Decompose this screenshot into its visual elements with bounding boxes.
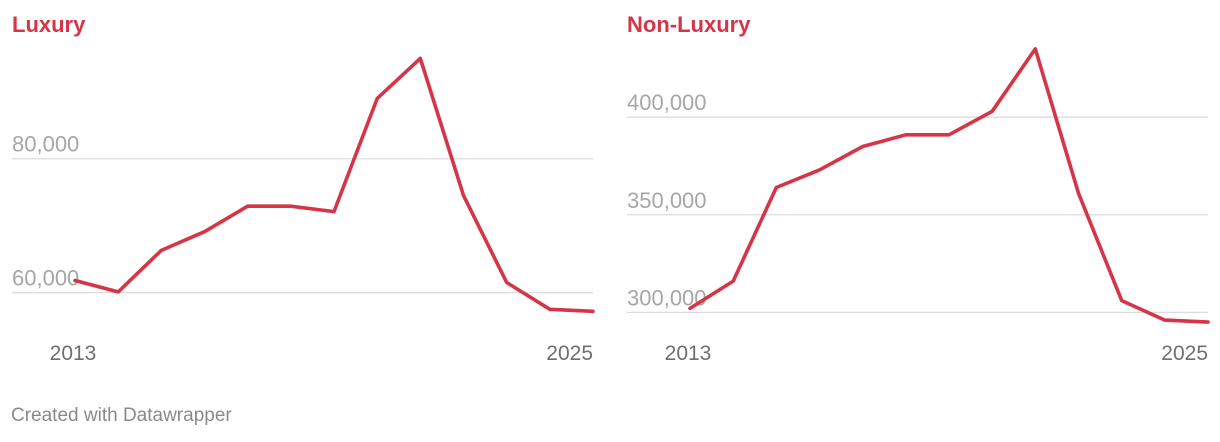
- chart-title: Non-Luxury: [627, 12, 751, 37]
- series-line: [688, 47, 1210, 324]
- non-luxury-chart: Non-Luxury 300,000 350,000 400,000 2013 2025: [615, 0, 1215, 380]
- y-tick-label: 400,000: [627, 90, 707, 115]
- x-tick-label: 2013: [665, 342, 712, 365]
- luxury-chart: Luxury 60,000 80,000 2013 2025: [0, 0, 600, 380]
- luxury-chart-svg: 60,000 80,000 2013 2025: [12, 56, 595, 365]
- y-tick-label: 80,000: [12, 132, 79, 157]
- chart-title: Luxury: [12, 12, 86, 37]
- x-tick-label: 2025: [546, 342, 593, 365]
- x-tick-label: 2013: [50, 342, 97, 365]
- y-tick-label: 60,000: [12, 266, 79, 291]
- y-tick-label: 350,000: [627, 188, 707, 213]
- series-line: [73, 56, 595, 314]
- x-tick-label: 2025: [1161, 342, 1208, 365]
- credit-text: Created with Datawrapper: [11, 405, 232, 426]
